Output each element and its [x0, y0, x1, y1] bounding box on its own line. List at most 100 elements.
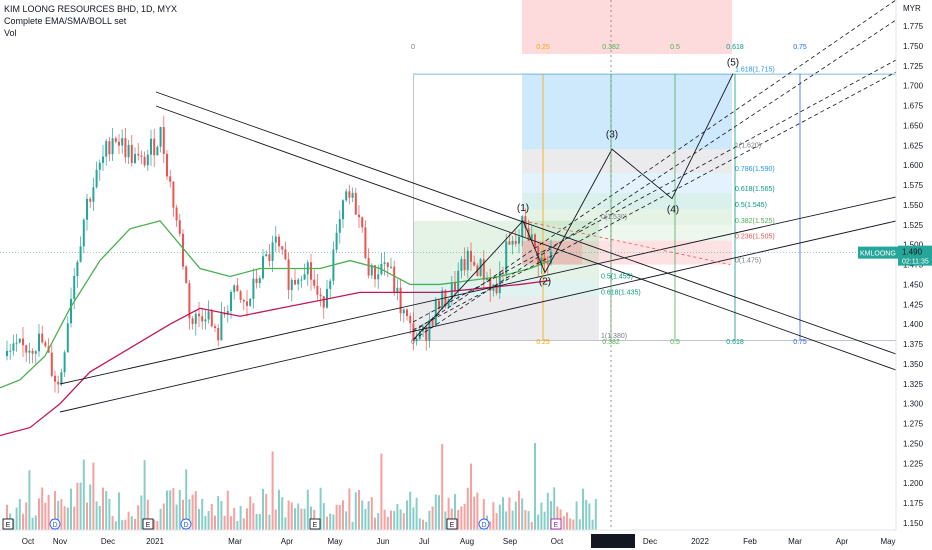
candle-body — [226, 310, 229, 315]
fib-box-label: 0.618(1.435) — [601, 289, 641, 296]
volume-bar — [460, 506, 463, 530]
candle-body — [271, 242, 274, 261]
volume-name: Vol — [4, 28, 17, 38]
volume-bar — [15, 507, 18, 530]
volume-bar — [188, 499, 191, 530]
volume-bar — [578, 519, 581, 530]
volume-bar — [380, 453, 383, 530]
event-marker-label: E — [146, 522, 151, 529]
candle-body — [204, 319, 207, 322]
volume-bar — [569, 518, 572, 530]
candle-body — [335, 232, 338, 250]
volume-bar — [521, 498, 524, 530]
crosshair-date-badge — [591, 534, 635, 548]
volume-bar — [300, 508, 303, 530]
trendline-upper-2 — [155, 105, 897, 371]
volume-bar — [383, 509, 386, 530]
candle-body — [338, 219, 341, 233]
volume-bar — [66, 507, 69, 530]
candle-body — [114, 138, 117, 142]
volume-bar — [329, 513, 332, 530]
candle-body — [236, 285, 239, 292]
candle-body — [92, 187, 95, 202]
candle-body — [98, 162, 101, 170]
x-tick-label: 2022 — [691, 537, 709, 546]
x-tick-label: Oct — [22, 537, 35, 546]
volume-bar — [575, 501, 578, 530]
candle-body — [255, 278, 258, 284]
volume-bar — [95, 501, 98, 530]
candle-body — [182, 233, 184, 267]
x-tick-label: Nov — [53, 537, 67, 546]
elliott-wave-path — [412, 73, 734, 341]
candle-body — [441, 290, 444, 309]
volume-bar — [242, 518, 245, 530]
candle-body — [374, 265, 376, 280]
volume-bar — [223, 515, 226, 530]
candle-body — [457, 270, 460, 292]
candle-body — [319, 294, 322, 297]
candle-body — [313, 279, 316, 286]
fib-box-lower — [413, 296, 599, 341]
fib-level-label: 0.236(1.505) — [735, 234, 775, 241]
volume-bar — [134, 518, 136, 530]
fib-level-label: 1(1.620) — [735, 142, 761, 149]
volume-bar — [310, 506, 312, 530]
volume-bar — [543, 511, 546, 530]
fib-level-label: 0.5(1.545) — [735, 202, 767, 209]
candle-body — [66, 323, 69, 353]
candle-body — [124, 138, 127, 158]
fib-level-label: 1.618(1.715) — [735, 67, 775, 74]
y-tick-label: 1.725 — [903, 62, 924, 71]
volume-bar — [415, 497, 418, 530]
volume-bar — [434, 494, 437, 530]
volume-bar — [162, 503, 165, 530]
candle-body — [383, 262, 386, 265]
candle-body — [460, 259, 463, 271]
candle-body — [316, 285, 319, 295]
candle-body — [479, 259, 482, 276]
volume-bar — [262, 488, 264, 530]
volume-bar — [76, 482, 79, 530]
candle-body — [153, 138, 156, 156]
volume-bar — [63, 506, 66, 530]
candle-body — [386, 262, 389, 268]
volume-bar — [111, 516, 114, 530]
volume-bar — [44, 502, 47, 530]
volume-bar — [210, 503, 213, 530]
candle-body — [28, 350, 31, 353]
fib-boxes — [413, 0, 896, 341]
candle-body — [12, 343, 15, 351]
y-tick-label: 1.550 — [903, 201, 924, 210]
target-box-blue — [522, 73, 732, 150]
volume-bar — [342, 500, 344, 530]
candle-body — [284, 249, 287, 260]
candle-body — [262, 256, 264, 279]
volume-bar — [498, 504, 501, 530]
volume-bar — [524, 510, 527, 530]
earnings-marker — [550, 518, 562, 530]
volume-bar — [22, 513, 24, 530]
volume-bar — [278, 489, 280, 530]
candle-body — [242, 299, 245, 302]
candle-body — [34, 351, 37, 354]
fib-box-label: 0(1.530) — [601, 214, 627, 221]
y-tick-label: 1.325 — [903, 380, 924, 389]
candle-body — [207, 311, 210, 320]
volume-bar — [306, 489, 309, 530]
volume-bar — [534, 442, 536, 530]
volume-bar — [255, 513, 258, 530]
volume-bar — [258, 513, 261, 530]
candle-body — [265, 254, 268, 257]
candle-body — [505, 241, 508, 275]
candle-body — [300, 279, 303, 281]
candle-body — [415, 338, 418, 342]
volume-bar — [124, 519, 127, 530]
volume-bar — [425, 521, 428, 530]
candle-body — [185, 266, 188, 284]
symbol-title: KIM LOONG RESOURCES BHD, 1D, MYX — [4, 4, 178, 14]
channel-dash-4 — [412, 71, 897, 331]
y-tick-label: 1.425 — [903, 300, 924, 309]
volume-bars — [6, 442, 597, 530]
